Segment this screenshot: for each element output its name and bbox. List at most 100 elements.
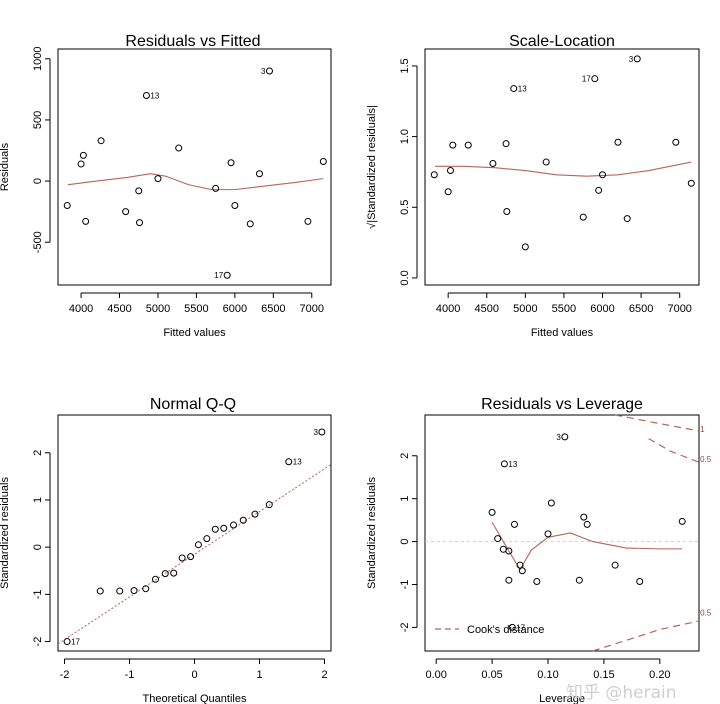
data-point [595, 186, 603, 194]
data-point [178, 554, 186, 562]
cooks-distance-label: 0.5 [700, 455, 712, 464]
data-point [583, 520, 591, 528]
data-point [142, 585, 150, 593]
data-point [687, 179, 695, 187]
y-tick-label: 2 [399, 453, 411, 459]
point-label: 3 [629, 55, 634, 64]
point-label: 3 [556, 433, 561, 442]
point-label: 13 [518, 85, 527, 94]
y-axis-label: Residuals [0, 142, 11, 191]
chart-title: Residuals vs Fitted [125, 33, 260, 50]
data-point [319, 157, 327, 165]
legend-label: Cook's distance [467, 624, 544, 636]
x-axis-label: Leverage [539, 693, 585, 704]
data-point [304, 217, 312, 225]
y-tick-label: 2 [32, 450, 44, 456]
data-point [220, 524, 228, 532]
data-point [152, 575, 159, 583]
y-tick-label: 0 [399, 539, 411, 545]
data-point [446, 167, 454, 175]
y-tick-label: 1000 [32, 47, 44, 71]
x-tick-label: 5500 [552, 303, 576, 315]
data-point [579, 213, 587, 221]
data-point [211, 525, 219, 533]
x-tick-label: 0 [191, 669, 197, 681]
x-tick-label: -2 [60, 669, 70, 681]
data-point [63, 202, 71, 210]
data-point [135, 187, 143, 195]
y-tick-label: -1 [399, 580, 411, 590]
chart-title: Normal Q-Q [150, 396, 236, 413]
x-tick-label: 7000 [667, 303, 691, 315]
point-label: 13 [508, 460, 517, 469]
data-point [194, 541, 202, 549]
x-tick-label: 7000 [300, 303, 324, 315]
x-tick-label: 6000 [223, 303, 247, 315]
data-point [611, 561, 619, 569]
x-tick-label: 6500 [629, 303, 653, 315]
y-tick-label: 1 [399, 496, 411, 502]
y-tick-label: 1.0 [399, 129, 411, 144]
data-point [464, 141, 472, 149]
data-point [449, 141, 457, 149]
data-point [77, 160, 85, 168]
data-point [255, 170, 263, 178]
point-label: 13 [293, 458, 302, 467]
x-tick-label: 0.15 [593, 669, 614, 681]
x-tick-label: 0.00 [425, 669, 446, 681]
data-point [79, 151, 87, 159]
data-point [502, 140, 510, 148]
data-point [430, 171, 438, 179]
y-tick-label: 1 [32, 497, 44, 503]
plot-frame [424, 414, 700, 652]
data-point [505, 576, 513, 584]
data-point [175, 144, 183, 152]
smooth-line [67, 173, 324, 191]
data-point [251, 510, 259, 518]
data-point [542, 158, 550, 166]
data-point [544, 530, 552, 538]
point-label: 17 [71, 638, 80, 647]
x-tick-label: 4000 [436, 303, 460, 315]
data-point [503, 208, 511, 216]
data-point [591, 75, 599, 83]
cooks-distance-label: 0.5 [700, 608, 712, 617]
x-tick-label: 4000 [69, 303, 93, 315]
x-tick-label: 0.20 [649, 669, 670, 681]
data-point [633, 55, 641, 63]
cooks-distance-curve [592, 620, 700, 652]
data-point [636, 577, 644, 585]
data-point [63, 638, 71, 646]
data-point [130, 587, 138, 595]
data-point [489, 159, 497, 167]
normal-qq-panel: Normal Q-Q -2 -1 0 1 2 -2 -1 0 1 2 Theoretical Quan… [0, 396, 332, 704]
data-point [97, 137, 105, 145]
x-tick-label: 0.05 [481, 669, 502, 681]
data-point [239, 516, 247, 524]
point-label: 3 [313, 428, 318, 437]
x-tick-label: 0.10 [537, 669, 558, 681]
data-point [154, 175, 162, 183]
y-tick-label: 0.0 [399, 270, 411, 285]
smooth-line [435, 161, 692, 177]
data-point [82, 217, 90, 225]
data-point [623, 215, 631, 223]
data-point [285, 458, 293, 466]
x-tick-label: 4500 [107, 303, 131, 315]
x-tick-label: 4500 [475, 303, 499, 315]
x-axis-label: Theoretical Quantiles [143, 693, 247, 704]
x-tick-label: 6000 [590, 303, 614, 315]
x-tick-label: 5500 [184, 303, 208, 315]
data-point [227, 159, 235, 167]
y-tick-label: 1.5 [399, 58, 411, 73]
x-tick-label: 5000 [513, 303, 537, 315]
cooks-distance-curve [615, 414, 700, 432]
y-tick-label: 0 [32, 544, 44, 550]
data-point [521, 243, 529, 251]
data-point [518, 567, 526, 575]
cooks-distance-curve [648, 438, 700, 463]
data-point [678, 517, 686, 525]
y-tick-label: 0 [32, 178, 44, 184]
